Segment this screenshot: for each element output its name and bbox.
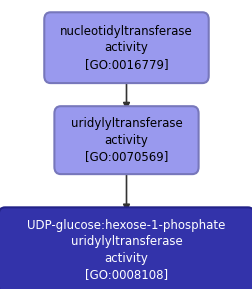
Text: nucleotidyltransferase
activity
[GO:0016779]: nucleotidyltransferase activity [GO:0016… xyxy=(60,25,192,71)
Text: uridylyltransferase
activity
[GO:0070569]: uridylyltransferase activity [GO:0070569… xyxy=(70,117,182,163)
Text: UDP-glucose:hexose-1-phosphate
uridylyltransferase
activity
[GO:0008108]: UDP-glucose:hexose-1-phosphate uridylylt… xyxy=(27,219,225,281)
FancyBboxPatch shape xyxy=(0,208,252,289)
FancyBboxPatch shape xyxy=(44,12,208,83)
FancyBboxPatch shape xyxy=(54,106,198,174)
